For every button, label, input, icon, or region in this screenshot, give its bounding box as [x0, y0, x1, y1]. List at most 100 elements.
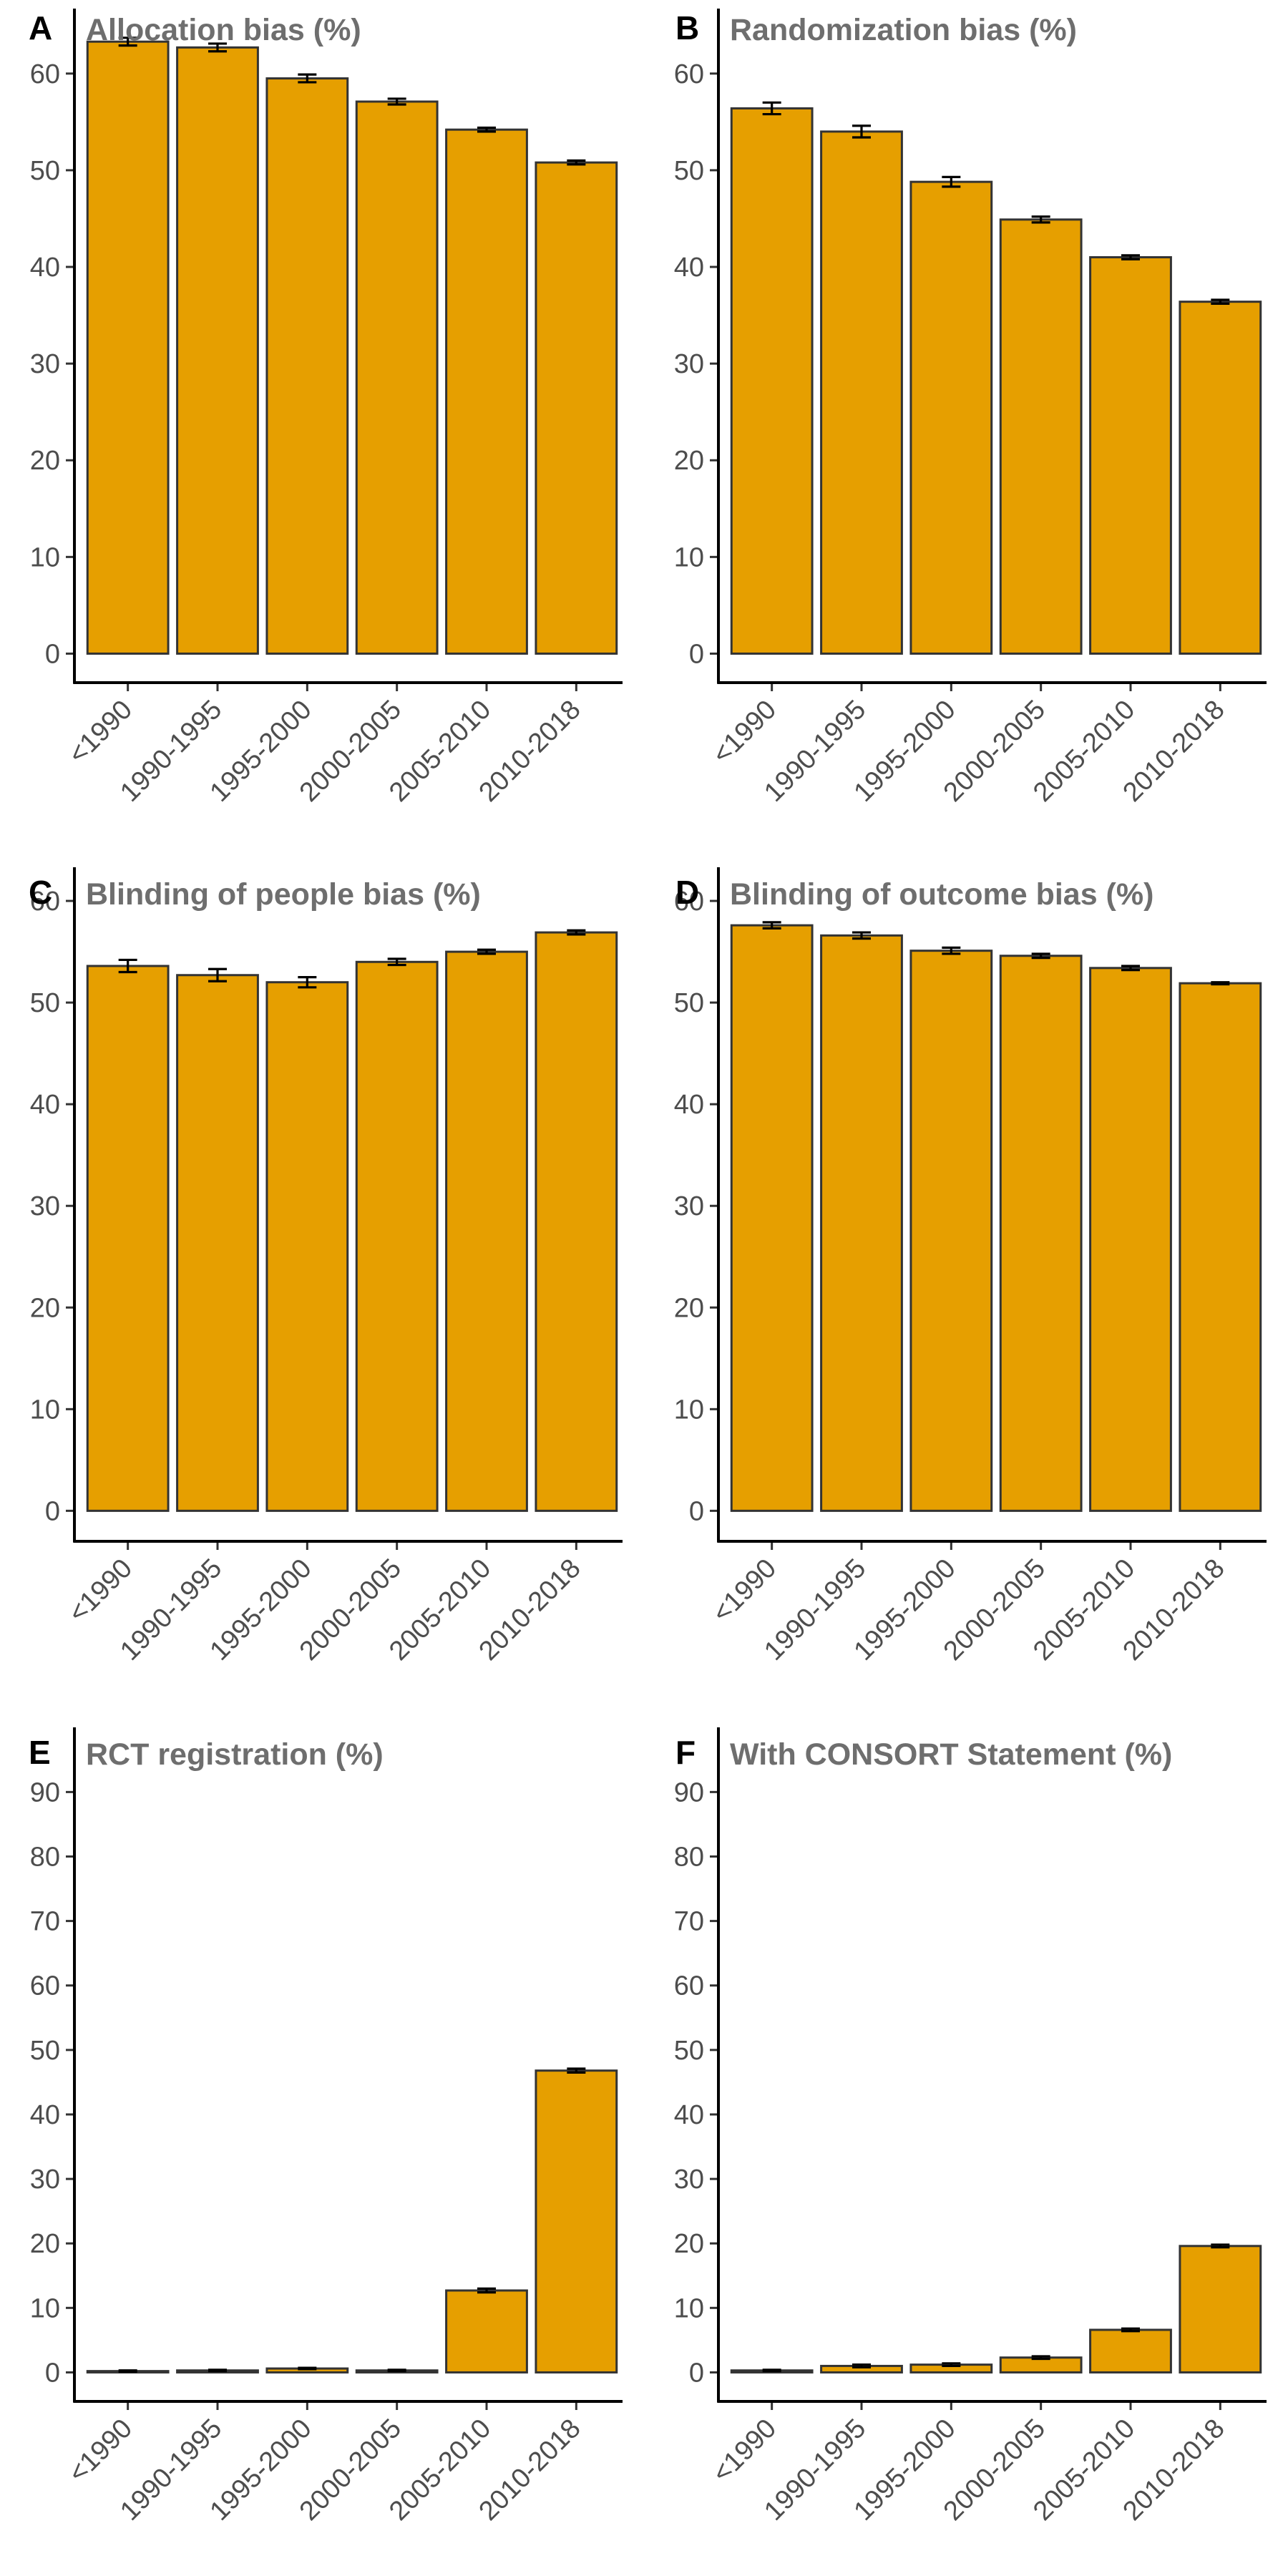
bar-b-3 — [999, 218, 1083, 655]
y-tick-label-b-2: 20 — [674, 446, 704, 476]
error-bar-c-1 — [208, 967, 227, 982]
panel-letter-f: F — [675, 1734, 696, 1771]
y-tick-label-e-9: 90 — [30, 1777, 60, 1807]
error-bar-f-3 — [1031, 2355, 1050, 2361]
y-tick-label-a-5: 50 — [30, 156, 60, 186]
panel-letter-b: B — [675, 9, 700, 47]
panel-letter-c: C — [29, 874, 53, 911]
y-tick-label-f-0: 0 — [689, 2358, 704, 2388]
y-tick-label-f-3: 30 — [674, 2165, 704, 2195]
bar-b-0 — [730, 107, 814, 655]
error-bar-b-2 — [942, 175, 961, 188]
bar-e-4 — [445, 2289, 528, 2373]
chart-f: <19901990-19951995-20002000-20052005-201… — [674, 1727, 1267, 2527]
bar-a-0 — [86, 40, 170, 655]
bar-f-4 — [1089, 2328, 1172, 2373]
bar-d-3 — [999, 955, 1083, 1512]
y-tick-label-e-4: 40 — [30, 2100, 60, 2130]
panel-title-d: Blinding of outcome bias (%) — [730, 877, 1154, 912]
panel-d: <1990 1990-1995 1995-2000 2000-2005 2005-201… — [644, 859, 1288, 1717]
bar-c-1 — [176, 974, 259, 1512]
error-bar-c-3 — [387, 957, 406, 967]
y-tick-label-e-1: 10 — [30, 2293, 60, 2323]
y-tick-label-a-0: 0 — [45, 639, 60, 669]
x-tick-label-f-0: <1990 — [707, 2414, 782, 2489]
y-tick-label-f-8: 80 — [674, 1842, 704, 1872]
y-tick-label-f-5: 50 — [674, 2036, 704, 2066]
y-tick-label-d-4: 40 — [674, 1090, 704, 1120]
chart-d: <19901990-19951995-20002000-20052005-201… — [674, 867, 1267, 1667]
bar-a-5 — [535, 161, 618, 655]
error-bar-a-5 — [567, 159, 586, 166]
y-tick-label-a-6: 60 — [30, 59, 60, 89]
error-bar-c-4 — [477, 948, 496, 955]
error-bar-d-2 — [942, 946, 961, 955]
error-bar-e-5 — [567, 2067, 586, 2074]
error-bar-d-5 — [1211, 981, 1230, 986]
error-bar-e-4 — [477, 2287, 496, 2294]
error-bar-a-1 — [208, 42, 227, 53]
error-bar-d-3 — [1031, 952, 1050, 960]
x-tick-label-a-0: <1990 — [63, 695, 138, 770]
bar-d-4 — [1089, 967, 1172, 1512]
bar-a-3 — [355, 100, 439, 655]
y-tick-label-d-6: 60 — [674, 887, 704, 917]
y-tick-label-d-5: 50 — [674, 988, 704, 1018]
error-bar-d-0 — [762, 921, 781, 930]
panel-letter-a: A — [29, 9, 53, 47]
y-tick-label-e-8: 80 — [30, 1842, 60, 1872]
bar-a-2 — [265, 77, 349, 655]
y-tick-label-c-6: 60 — [30, 887, 60, 917]
panel-title-b: Randomization bias (%) — [730, 13, 1077, 47]
panel-title-e: RCT registration (%) — [86, 1737, 384, 1772]
y-tick-label-f-1: 10 — [674, 2293, 704, 2323]
y-tick-label-e-2: 20 — [30, 2229, 60, 2259]
bar-d-1 — [820, 934, 903, 1512]
bar-d-0 — [730, 924, 814, 1512]
bar-b-2 — [909, 180, 993, 655]
error-bar-c-0 — [118, 958, 137, 974]
panel-e: <1990 1990-1995 1995-2000 2000-2005 2005-201… — [0, 1717, 644, 2576]
y-tick-label-c-4: 40 — [30, 1090, 60, 1120]
x-tick-label-e-0: <1990 — [63, 2414, 138, 2489]
y-tick-label-e-6: 60 — [30, 1971, 60, 2001]
bar-b-5 — [1179, 301, 1262, 655]
error-bar-c-5 — [567, 929, 586, 936]
y-tick-label-f-6: 60 — [674, 1971, 704, 2001]
chart-a: <19901990-19951995-20002000-20052005-201… — [30, 9, 623, 808]
error-bar-a-0 — [118, 36, 137, 47]
panel-a: <1990 1990-1995 1995-2000 2000-2005 2005-201… — [0, 0, 644, 859]
error-bar-f-5 — [1211, 2243, 1230, 2249]
bar-a-1 — [176, 46, 259, 655]
y-tick-label-e-5: 50 — [30, 2036, 60, 2066]
error-bar-d-4 — [1121, 965, 1140, 972]
panel-c: <1990 1990-1995 1995-2000 2000-2005 2005-201… — [0, 859, 644, 1717]
y-tick-label-c-2: 20 — [30, 1293, 60, 1323]
y-tick-label-a-2: 20 — [30, 446, 60, 476]
error-bar-c-2 — [298, 975, 317, 989]
panel-title-a: Allocation bias (%) — [86, 13, 361, 47]
bar-d-2 — [909, 950, 993, 1512]
y-tick-label-c-3: 30 — [30, 1191, 60, 1221]
error-bar-a-3 — [387, 97, 406, 106]
panel-b: <1990 1990-1995 1995-2000 2000-2005 2005-201… — [644, 0, 1288, 859]
y-tick-label-f-7: 70 — [674, 1907, 704, 1937]
error-bar-a-2 — [298, 73, 317, 84]
bar-b-4 — [1089, 256, 1172, 655]
y-tick-label-b-1: 10 — [674, 542, 704, 572]
panel-title-c: Blinding of people bias (%) — [86, 877, 481, 912]
chart-e: <19901990-19951995-20002000-20052005-201… — [30, 1727, 623, 2527]
bar-a-4 — [445, 128, 528, 655]
bar-b-1 — [820, 130, 903, 655]
chart-c: <19901990-19951995-20002000-20052005-201… — [30, 867, 623, 1667]
error-bar-e-0 — [118, 2369, 137, 2373]
y-tick-label-f-4: 40 — [674, 2100, 704, 2130]
error-bar-e-1 — [208, 2368, 227, 2373]
y-tick-label-b-4: 40 — [674, 253, 704, 283]
y-tick-label-c-0: 0 — [45, 1496, 60, 1526]
error-bar-f-1 — [852, 2363, 871, 2368]
y-tick-label-a-1: 10 — [30, 542, 60, 572]
error-bar-a-4 — [477, 126, 496, 133]
error-bar-b-3 — [1031, 215, 1050, 224]
error-bar-e-3 — [387, 2368, 406, 2373]
